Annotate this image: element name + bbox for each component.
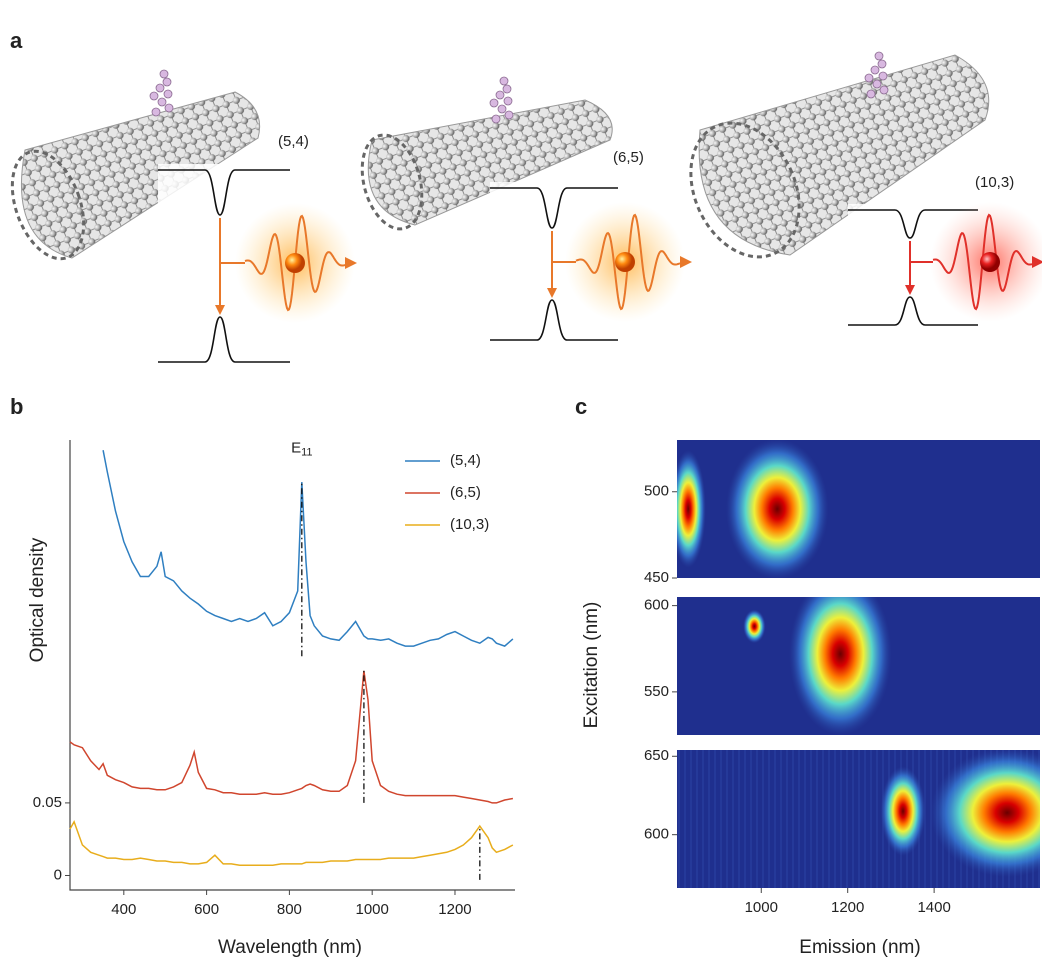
heatmap: [677, 597, 1040, 735]
x-axis-label: Emission (nm): [799, 937, 920, 958]
nanotube: [20, 91, 261, 259]
molecule-atom: [151, 107, 161, 117]
x-tick-label: 800: [277, 901, 302, 918]
arrow-head: [1032, 256, 1042, 268]
energy-level: [490, 187, 618, 229]
x-axis-label: Wavelength (nm): [218, 937, 362, 958]
chirality-label: (10,3): [975, 174, 1014, 191]
tube-end: [360, 133, 424, 231]
x-tick-label: 1000: [355, 901, 388, 918]
photon: [980, 252, 1000, 272]
arrow-head: [345, 257, 357, 269]
chirality-label: (6,5): [613, 149, 644, 166]
y-tick-label: 0.05: [33, 794, 62, 811]
molecule-atom: [155, 83, 165, 93]
nanotube: [698, 54, 990, 256]
molecule-atom: [877, 59, 887, 69]
tube-end: [10, 149, 86, 261]
x-tick-label: 600: [194, 901, 219, 918]
photon: [615, 252, 635, 272]
arrow-head: [547, 288, 557, 298]
panel-label: c: [575, 394, 587, 419]
energy-level: [848, 296, 978, 326]
molecule-atom: [866, 89, 876, 99]
molecule-atom: [489, 98, 499, 108]
panel-b: b 0 0.05 400 600 800 1000 1200 Optical density Wa…: [10, 394, 515, 958]
heatmap: [677, 750, 1040, 888]
molecule-atom: [495, 90, 505, 100]
molecule-atom: [879, 85, 889, 95]
x-tick-label: 1400: [917, 899, 950, 916]
annotation-subscript: 11: [301, 446, 312, 458]
energy-level: [490, 299, 618, 341]
emission-spot: [726, 440, 829, 578]
molecule-atom: [870, 65, 880, 75]
molecule-atom: [502, 84, 512, 94]
annotation-text: E: [291, 439, 301, 456]
chirality-label: (5,4): [278, 133, 309, 150]
molecule-atom: [491, 114, 501, 124]
y-tick-label: 600: [644, 826, 669, 843]
emission-spot: [743, 609, 766, 644]
arrow-head: [680, 256, 692, 268]
heatmap: [677, 440, 1040, 578]
molecule-atom: [162, 77, 172, 87]
panel-a: a (5,4) (6,5) (10,3): [10, 28, 1042, 366]
x-tick-label: 1200: [831, 899, 864, 916]
energy-level: [158, 316, 290, 363]
legend-label: (10,3): [450, 516, 489, 533]
y-tick-label: 450: [644, 569, 669, 586]
molecule-atom: [504, 110, 514, 120]
series-line: [69, 820, 514, 867]
y-tick-label: 0: [54, 866, 62, 883]
nanotube: [367, 99, 613, 226]
legend-label: (5,4): [450, 452, 481, 469]
x-tick-label: 400: [111, 901, 136, 918]
molecule-atom: [163, 89, 173, 99]
molecule-atom: [497, 104, 507, 114]
annotation: E11: [291, 439, 312, 458]
tube-end: [689, 121, 801, 259]
emission-spot: [880, 766, 926, 856]
molecule-atom: [874, 51, 884, 61]
x-tick-label: 1000: [745, 899, 778, 916]
molecule-atom: [149, 91, 159, 101]
emission-spot: [677, 450, 706, 568]
molecule-atom: [503, 96, 513, 106]
molecule-atom: [864, 73, 874, 83]
molecule-atom: [157, 97, 167, 107]
photon: [285, 253, 305, 273]
y-axis-label: Optical density: [27, 537, 48, 662]
arrow-head: [905, 285, 915, 295]
y-tick-label: 500: [644, 483, 669, 500]
emission-spot: [930, 750, 1040, 878]
energy-level: [158, 169, 290, 216]
x-tick-label: 1200: [438, 901, 471, 918]
molecule-atom: [159, 69, 169, 79]
y-axis-label: Excitation (nm): [581, 602, 602, 729]
panel-c: c 450 500 550 600 600 650 1000 1200 1400 Excitatio…: [575, 394, 1040, 958]
legend-label: (6,5): [450, 484, 481, 501]
molecule-atom: [878, 71, 888, 81]
emission-spot: [789, 597, 892, 735]
y-tick-label: 600: [644, 597, 669, 614]
series-line: [102, 450, 514, 647]
molecule-atom: [872, 79, 882, 89]
panel-label: b: [10, 394, 23, 419]
series-line: [69, 670, 514, 804]
y-tick-label: 650: [644, 747, 669, 764]
arrow-head: [215, 305, 225, 315]
molecule-atom: [164, 103, 174, 113]
axis-line: [69, 440, 515, 891]
energy-level: [848, 209, 978, 239]
panel-label: a: [10, 28, 23, 53]
y-tick-label: 550: [644, 683, 669, 700]
molecule-atom: [499, 76, 509, 86]
